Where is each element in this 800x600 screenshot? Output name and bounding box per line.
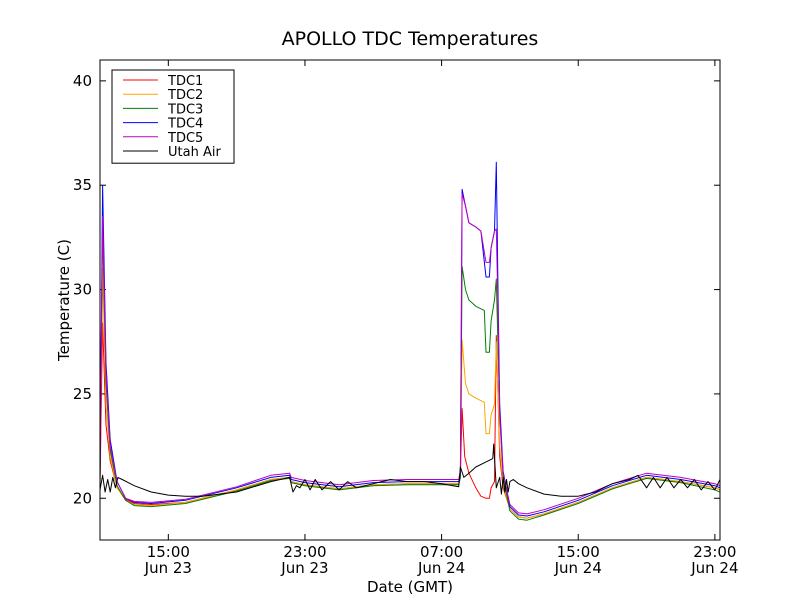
legend-label: TDC1 xyxy=(167,74,203,89)
y-axis-label: Temperature (C) xyxy=(55,239,73,362)
chart-title: APOLLO TDC Temperatures xyxy=(282,28,539,50)
y-tick-label: 35 xyxy=(73,176,92,194)
y-tick-label: 40 xyxy=(73,72,92,90)
series-line-tdc3 xyxy=(100,226,720,521)
legend-label: TDC2 xyxy=(167,88,203,103)
plot-area-frame xyxy=(99,59,721,541)
legend-label: TDC3 xyxy=(167,102,203,117)
x-tick-date-label: Jun 23 xyxy=(144,559,192,577)
legend-label: Utah Air xyxy=(168,145,221,160)
series-line-utah-air xyxy=(100,443,720,497)
x-tick-date-label: Jun 23 xyxy=(280,559,328,577)
series-layer xyxy=(100,161,720,521)
x-tick-time-label: 23:00 xyxy=(693,543,736,561)
legend-frame xyxy=(111,69,235,164)
x-tick-time-label: 07:00 xyxy=(420,543,463,561)
y-tick-label: 20 xyxy=(73,489,92,507)
x-tick-date-label: Jun 24 xyxy=(690,559,738,577)
x-axis-label: Date (GMT) xyxy=(367,578,453,596)
x-tick-date-label: Jun 24 xyxy=(417,559,465,577)
series-line-tdc5 xyxy=(100,193,720,515)
y-axis-ticks: 20 25 30 35 40 xyxy=(73,72,720,507)
series-line-tdc2 xyxy=(100,268,720,519)
x-tick-date-label: Jun 24 xyxy=(554,559,602,577)
y-tick-label: 25 xyxy=(73,385,92,403)
x-tick-time-label: 23:00 xyxy=(283,543,326,561)
legend-label: TDC4 xyxy=(167,117,203,132)
y-tick-label: 30 xyxy=(73,281,92,299)
x-tick-time-label: 15:00 xyxy=(147,543,190,561)
legend-label: TDC5 xyxy=(167,131,203,146)
x-tick-time-label: 15:00 xyxy=(557,543,600,561)
